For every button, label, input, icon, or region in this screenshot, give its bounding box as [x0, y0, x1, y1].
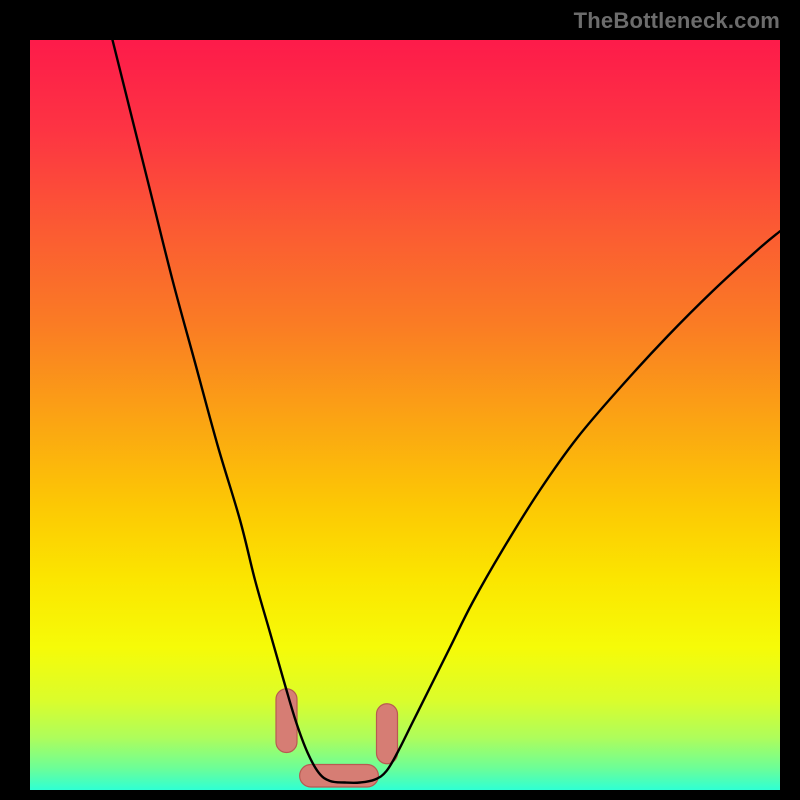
- marker: [276, 689, 297, 753]
- plot-area: [30, 40, 780, 790]
- markers-group: [276, 689, 398, 787]
- curve-layer: [30, 40, 780, 790]
- marker: [300, 765, 379, 788]
- chart-canvas: TheBottleneck.com: [0, 0, 800, 800]
- marker: [377, 704, 398, 764]
- bottleneck-curve: [113, 40, 781, 783]
- watermark-text: TheBottleneck.com: [574, 8, 780, 34]
